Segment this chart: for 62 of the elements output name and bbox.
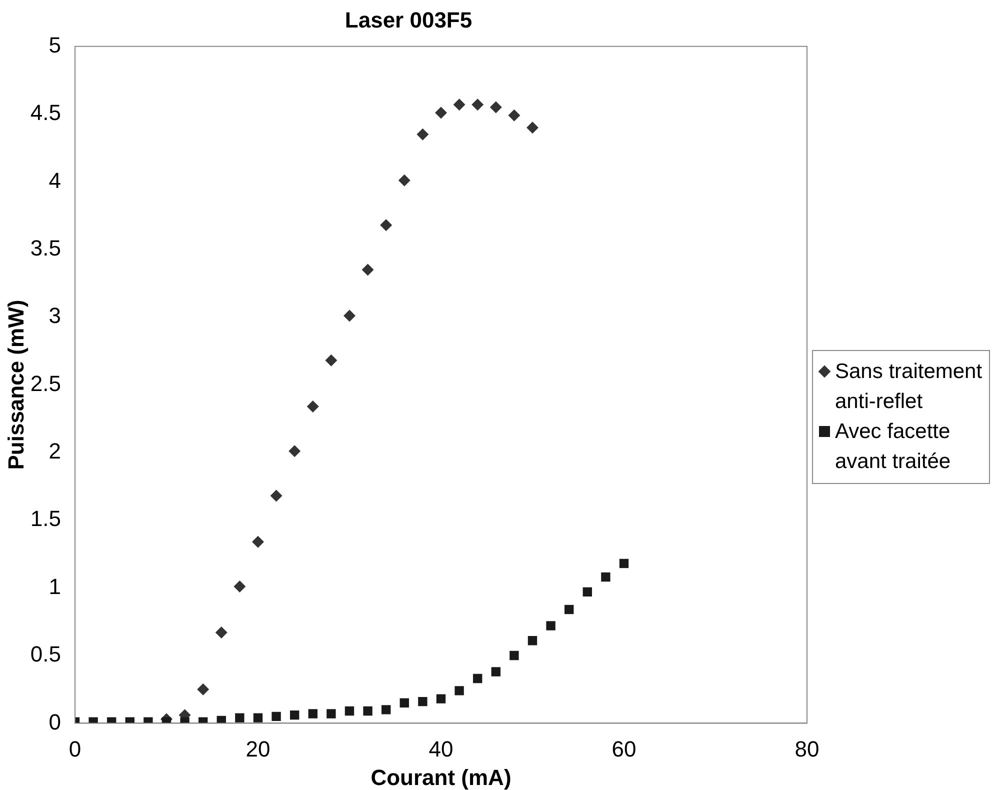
point	[454, 686, 464, 696]
x-tick-label: 60	[612, 736, 636, 762]
point	[564, 604, 574, 614]
y-tick-label: 3.5	[30, 236, 61, 261]
point	[325, 354, 338, 366]
x-axis-title: Courant (mA)	[370, 764, 512, 790]
legend-label: Sans traitement anti-reflet	[835, 359, 984, 415]
point	[601, 572, 610, 582]
point	[362, 264, 374, 276]
point	[453, 98, 466, 111]
point	[363, 706, 372, 716]
y-tick-label: 1.5	[30, 506, 61, 532]
point	[272, 712, 281, 722]
y-tick-label: 1	[48, 574, 61, 599]
point	[380, 219, 392, 232]
point	[508, 109, 520, 122]
point	[306, 400, 319, 412]
point	[344, 706, 354, 716]
y-tick-label: 2	[48, 438, 61, 464]
y-axis-title: Puissance (mW)	[3, 300, 28, 470]
point	[528, 636, 538, 646]
point	[197, 683, 210, 696]
x-tick-label: 20	[246, 736, 270, 762]
point	[235, 713, 244, 722]
point	[418, 696, 428, 706]
point	[234, 580, 246, 592]
point	[472, 98, 484, 111]
point	[398, 174, 410, 186]
point	[288, 445, 301, 458]
chart-title: Laser 003F5	[344, 7, 472, 32]
point	[472, 674, 482, 684]
point	[343, 310, 356, 322]
point	[526, 122, 538, 134]
y-tick-label: 4	[48, 168, 61, 193]
point	[308, 709, 318, 718]
y-tick-label: 3	[48, 303, 61, 328]
legend-label: Avec facette avant traitée	[835, 419, 952, 475]
y-tick-label: 5	[48, 32, 61, 58]
y-tick-label: 4.5	[30, 100, 61, 126]
point	[326, 709, 336, 718]
y-tick-label: 2.5	[30, 370, 61, 396]
point	[381, 705, 391, 714]
x-tick-label: 40	[428, 736, 454, 762]
point	[252, 536, 264, 548]
x-tick-label: 0	[68, 736, 82, 762]
point	[490, 101, 502, 114]
y-tick-label: 0.5	[30, 642, 61, 667]
y-tick-label: 0	[48, 709, 61, 734]
point	[270, 490, 282, 502]
point	[436, 694, 446, 704]
point	[434, 106, 447, 119]
point	[253, 713, 263, 722]
point	[400, 698, 409, 708]
point	[290, 710, 300, 720]
x-tick-label: 80	[794, 736, 820, 762]
point	[546, 621, 556, 630]
point	[619, 558, 629, 568]
point	[510, 650, 519, 660]
point	[215, 626, 228, 639]
point	[416, 128, 429, 140]
point	[582, 587, 592, 596]
point	[491, 667, 500, 676]
